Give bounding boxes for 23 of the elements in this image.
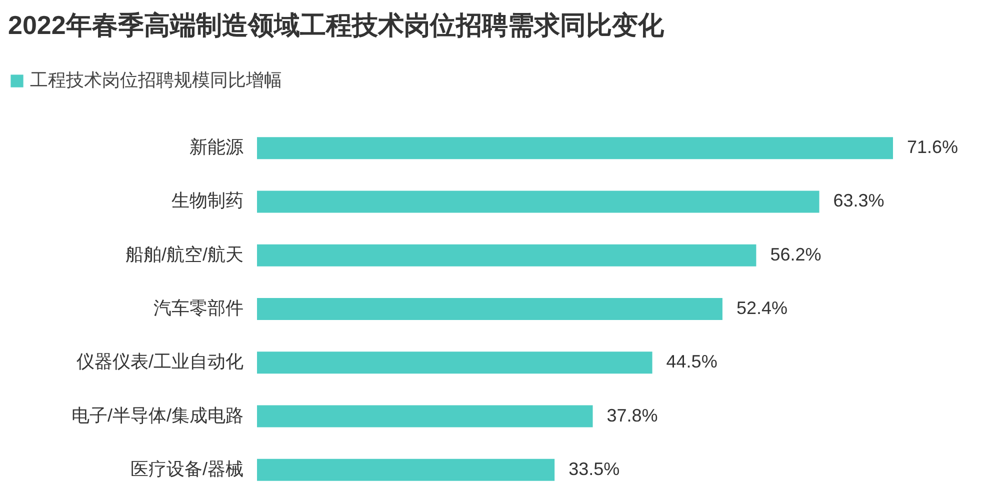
data-label: 37.8% bbox=[606, 405, 658, 426]
legend-label: 工程技术岗位招聘规模同比增幅 bbox=[30, 70, 282, 90]
data-label: 52.4% bbox=[736, 298, 788, 318]
y-tick-label: 船舶/航空/航天 bbox=[125, 244, 244, 264]
data-label: 71.6% bbox=[907, 137, 958, 158]
bar bbox=[257, 244, 756, 266]
bar bbox=[257, 458, 555, 481]
data-label: 33.5% bbox=[568, 458, 620, 479]
data-label: 44.5% bbox=[666, 352, 718, 372]
y-tick-label: 汽车零部件 bbox=[154, 298, 244, 318]
data-label: 63.3% bbox=[833, 190, 884, 211]
y-tick-label: 新能源 bbox=[190, 137, 244, 158]
y-tick-label: 仪器仪表/工业自动化 bbox=[76, 352, 244, 372]
y-tick-label: 医疗设备/器械 bbox=[130, 458, 244, 479]
bar bbox=[257, 137, 893, 160]
data-label: 56.2% bbox=[770, 244, 822, 264]
y-tick-label: 电子/半导体/集成电路 bbox=[71, 405, 244, 426]
chart-title: 2022年春季高端制造领域工程技术岗位招聘需求同比变化 bbox=[8, 10, 665, 40]
bar bbox=[257, 190, 820, 213]
bar bbox=[257, 298, 722, 320]
bar bbox=[257, 405, 593, 428]
bar bbox=[257, 352, 652, 374]
y-tick-label: 生物制药 bbox=[172, 190, 244, 211]
